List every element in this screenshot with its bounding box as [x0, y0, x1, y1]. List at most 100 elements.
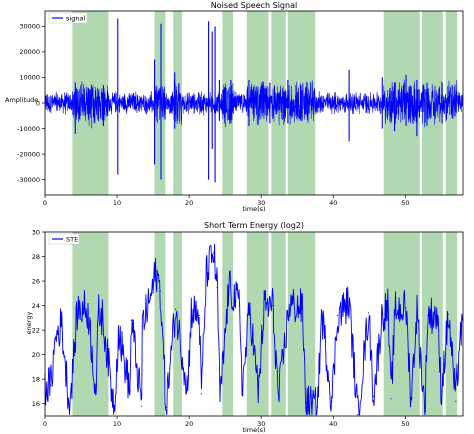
ste-point — [394, 308, 396, 310]
shaded-region — [287, 232, 316, 416]
ste-point — [367, 312, 370, 314]
x-axis-label: time(s) — [242, 426, 265, 434]
legend: signal — [48, 12, 88, 24]
ste-point — [288, 303, 290, 305]
shaded-region — [154, 232, 166, 416]
y-tick-label: 24 — [32, 302, 40, 310]
x-tick-label: 50 — [401, 420, 409, 428]
ste-point — [102, 317, 104, 319]
ste-point — [97, 311, 99, 313]
ste-point — [60, 323, 63, 325]
ste-point — [263, 306, 265, 308]
y-tick-label: 22 — [32, 326, 40, 334]
ste-line — [44, 244, 464, 416]
y-axis-label: energy — [25, 312, 33, 335]
chart-title: Noised Speech Signal — [211, 1, 297, 10]
y-tick-label: 16 — [32, 400, 40, 408]
ste-point — [257, 393, 259, 395]
ste-point — [129, 390, 131, 393]
ste-point — [130, 319, 133, 321]
x-tick-label: 20 — [185, 420, 193, 428]
chart-noised-speech: Noised Speech Signal 0 10 20 30 40 50 -30000 -… — [5, 1, 464, 213]
x-tick-label: 0 — [43, 199, 47, 207]
ste-point — [68, 408, 71, 410]
shaded-region — [445, 232, 458, 416]
ste-point — [190, 309, 192, 312]
y-tick-label: 26 — [32, 277, 40, 285]
legend-label: STE — [66, 236, 78, 244]
y-tick-label: 30000 — [19, 23, 40, 31]
y-tick-label: 20 — [32, 351, 40, 359]
ste-point — [187, 388, 189, 390]
ste-point — [277, 398, 280, 400]
ste-point — [301, 307, 303, 309]
ste-point — [410, 399, 412, 401]
y-tick-label: -30000 — [17, 176, 40, 184]
x-axis-label: time(s) — [242, 205, 265, 213]
legend-label: signal — [66, 15, 85, 23]
ste-point — [436, 313, 438, 315]
ste-point — [198, 314, 200, 317]
ste-point — [151, 292, 153, 294]
ste-point — [241, 388, 244, 390]
ste-point — [140, 405, 143, 407]
ste-point — [216, 286, 218, 288]
ste-point — [141, 325, 143, 328]
ste-point — [455, 400, 457, 402]
y-axis-label: Amplitude — [5, 96, 38, 104]
ste-point — [55, 335, 57, 337]
ste-point — [228, 286, 230, 288]
x-tick-label: 30 — [257, 420, 265, 428]
ste-point — [50, 384, 52, 386]
ste-point — [331, 400, 333, 402]
x-tick-label: 30 — [257, 199, 265, 207]
ste-point — [213, 252, 215, 254]
legend-box — [48, 12, 88, 24]
y-axis-ticks: -30000 -20000 -10000 0 10000 20000 30000 — [17, 23, 45, 184]
ste-point — [348, 301, 350, 303]
ste-point — [321, 312, 323, 314]
ste-point — [337, 314, 339, 317]
shaded-region — [421, 11, 443, 195]
ste-point — [87, 312, 89, 314]
ste-point — [272, 305, 274, 307]
x-tick-label: 0 — [43, 420, 47, 428]
shaded-region — [222, 232, 234, 416]
chart-title: Short Term Energy (log2) — [204, 221, 304, 230]
ste-point — [387, 306, 389, 308]
y-tick-label: 10000 — [19, 74, 40, 82]
ste-point — [447, 313, 450, 315]
y-tick-label: -10000 — [17, 125, 40, 133]
legend: STE — [48, 233, 80, 245]
ste-point — [305, 401, 307, 404]
ste-point — [424, 410, 426, 412]
x-tick-label: 40 — [329, 199, 337, 207]
ste-point — [440, 390, 442, 393]
y-tick-label: 18 — [32, 376, 40, 384]
ste-point — [165, 406, 167, 409]
x-axis-ticks: 0 10 20 30 40 50 — [43, 195, 409, 207]
ste-point — [155, 270, 157, 272]
y-tick-label: 20000 — [19, 48, 40, 56]
ste-point — [405, 307, 407, 309]
ste-point — [219, 400, 221, 402]
ste-point — [316, 406, 319, 409]
y-tick-label: 28 — [32, 253, 40, 261]
chart-short-term-energy: Short Term Energy (log2) 0 10 20 30 40 50 161… — [25, 221, 464, 434]
ste-point — [174, 308, 177, 310]
ste-point — [84, 307, 86, 309]
y-tick-label: 0 — [36, 99, 40, 107]
x-tick-label: 10 — [113, 199, 121, 207]
ste-point — [373, 395, 375, 397]
x-tick-label: 50 — [401, 199, 409, 207]
x-tick-label: 40 — [329, 420, 337, 428]
x-axis-ticks: 0 10 20 30 40 50 — [43, 416, 409, 428]
ste-point — [95, 393, 97, 395]
shaded-region — [246, 232, 269, 416]
plot-frame — [44, 231, 464, 417]
ste-point — [249, 306, 251, 308]
x-tick-label: 20 — [185, 199, 193, 207]
ste-point — [427, 314, 429, 317]
ste-point — [381, 313, 383, 315]
